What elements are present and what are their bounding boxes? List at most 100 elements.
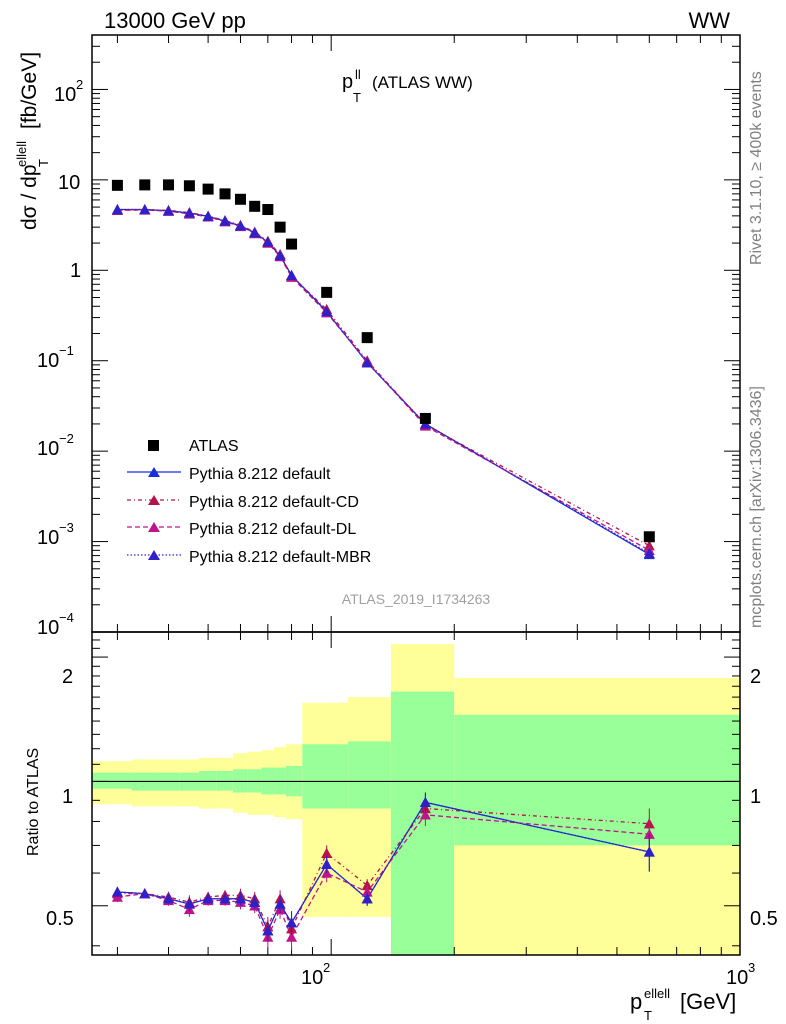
- xlabel: p ellell T [GeV]: [630, 986, 736, 1023]
- atlas-data-point: [139, 179, 151, 191]
- band-inner-bin: [454, 714, 740, 846]
- svg-text:Pythia 8.212 default-CD: Pythia 8.212 default-CD: [189, 494, 359, 511]
- ratio-ytick-right-1: 1: [750, 786, 761, 808]
- band-inner-bin: [348, 741, 391, 809]
- svg-text:−3: −3: [59, 520, 74, 535]
- ratio-line-dl: [117, 814, 650, 939]
- plot-title-main: p: [342, 71, 353, 93]
- plot-title: p ll T (ATLAS WW): [342, 67, 473, 105]
- ratio-marker-mbr: [262, 925, 274, 936]
- ratio-marker-mbr: [321, 858, 333, 869]
- ratio-ytick-right-2: 2: [750, 666, 761, 688]
- ratio-marker-dl: [286, 931, 298, 942]
- legend-item-default: Pythia 8.212 default: [127, 466, 331, 483]
- series-marker-mbr: [274, 250, 286, 261]
- ytick-label-1em1: 10 −1: [37, 343, 74, 372]
- svg-text:2: 2: [76, 77, 83, 92]
- ytick-label-1em2: 10 −2: [37, 431, 74, 460]
- ytick-label-1e0: 1: [70, 260, 81, 282]
- xlabel-sub: T: [644, 1008, 652, 1023]
- svg-text:1: 1: [70, 260, 81, 282]
- ratio-marker-mbr: [361, 893, 373, 904]
- ratio-marker-mbr: [139, 888, 151, 899]
- ratio-marker-mbr: [111, 886, 123, 897]
- band-inner-bin: [216, 770, 233, 791]
- band-inner-bin: [198, 770, 217, 791]
- atlas-data-point: [321, 286, 333, 298]
- atlas-data-point: [162, 179, 174, 191]
- ratio-ytick-right-05: 0.5: [750, 908, 778, 930]
- ratio-marker-cd: [361, 879, 373, 891]
- xtick-label-1000: 10 3: [726, 960, 755, 989]
- main-plot-series: [111, 179, 655, 560]
- ratio-marker-mbr: [183, 898, 195, 909]
- xlabel-main: p: [630, 989, 642, 1014]
- svg-text:10: 10: [37, 527, 59, 549]
- svg-text:10: 10: [37, 438, 59, 460]
- atlas-data-point: [249, 200, 261, 212]
- svg-text:10: 10: [37, 617, 59, 639]
- legend-item-atlas: ATLAS: [148, 438, 239, 455]
- top-ylabel-sub: T: [36, 159, 51, 167]
- svg-text:10: 10: [54, 84, 76, 106]
- svg-text:Pythia 8.212 default: Pythia 8.212 default: [189, 466, 331, 483]
- ratio-frame: [91, 631, 741, 956]
- ratio-marker-mbr: [202, 893, 214, 904]
- analysis-watermark: ATLAS_2019_I1734263: [342, 591, 491, 607]
- xlabel-post: [GeV]: [680, 989, 736, 1014]
- series-marker-mbr: [321, 306, 333, 317]
- band-inner-bin: [390, 691, 455, 955]
- legend-item-mbr: Pythia 8.212 default-MBR: [127, 549, 371, 566]
- atlas-data-point: [274, 221, 286, 233]
- ratio-marker-mbr: [219, 893, 231, 904]
- legend: ATLAS Pythia 8.212 default Pythia 8.212 …: [127, 438, 371, 566]
- top-ytick-labels: 10 2 10 1 10 −1 10 −2 10 −3 10 −4: [37, 77, 83, 639]
- energy-label: 13000 GeV pp: [104, 8, 246, 33]
- xlabel-sup: ellell: [644, 986, 670, 1001]
- mcplots-label: mcplots.cern.ch [arXiv:1306.3436]: [748, 386, 765, 628]
- series-marker-mbr: [219, 215, 231, 226]
- ratio-marker-mbr: [234, 893, 246, 904]
- svg-text:10: 10: [726, 967, 748, 989]
- process-label: WW: [688, 8, 730, 33]
- series-marker-mbr: [162, 205, 174, 216]
- ratio-uncertainty-bands: [92, 644, 740, 955]
- plot-title-sub: T: [353, 90, 361, 105]
- ytick-label-1e1: 10: [58, 172, 80, 194]
- top-ylabel: dσ / dp ellell T [fb/GeV]: [14, 52, 51, 230]
- atlas-data-point: [419, 412, 431, 424]
- svg-text:Pythia 8.212 default-DL: Pythia 8.212 default-DL: [189, 521, 356, 538]
- ratio-plot-series: [111, 792, 655, 951]
- ratio-line-mbr: [117, 801, 650, 933]
- atlas-data-point: [286, 238, 298, 250]
- ytick-label-1em3: 10 −3: [37, 520, 74, 549]
- ratio-ytick-left-1: 1: [62, 786, 73, 808]
- ratio-ytick-left-05: 0.5: [46, 908, 74, 930]
- svg-text:10: 10: [58, 172, 80, 194]
- series-marker-mbr: [234, 220, 246, 231]
- series-marker-mbr: [183, 207, 195, 218]
- series-marker-mbr: [361, 357, 373, 368]
- top-ylabel-pre: dσ / dp: [18, 164, 41, 230]
- series-line-cd: [117, 209, 650, 547]
- top-ylabel-post: [fb/GeV]: [18, 52, 41, 129]
- ytick-label-1e2: 10 2: [54, 77, 83, 106]
- ratio-marker-mbr: [274, 898, 286, 909]
- svg-text:Pythia 8.212 default-MBR: Pythia 8.212 default-MBR: [189, 549, 371, 566]
- svg-text:10: 10: [37, 350, 59, 372]
- band-outer-bin: [302, 702, 349, 917]
- ratio-marker-mbr: [249, 896, 261, 907]
- ratio-ytick-left-2: 2: [62, 666, 73, 688]
- atlas-data-point: [202, 183, 214, 195]
- series-marker-mbr: [286, 269, 298, 280]
- atlas-data-point: [262, 204, 274, 216]
- svg-text:ATLAS: ATLAS: [189, 438, 239, 455]
- ratio-marker-dl: [361, 886, 373, 897]
- ratio-marker-dl: [419, 809, 431, 820]
- series-marker-mbr: [249, 227, 261, 238]
- series-marker-mbr: [139, 204, 151, 215]
- ratio-marker-mbr: [419, 796, 431, 808]
- ratio-marker-mbr: [162, 893, 174, 904]
- legend-item-cd: Pythia 8.212 default-CD: [127, 494, 359, 511]
